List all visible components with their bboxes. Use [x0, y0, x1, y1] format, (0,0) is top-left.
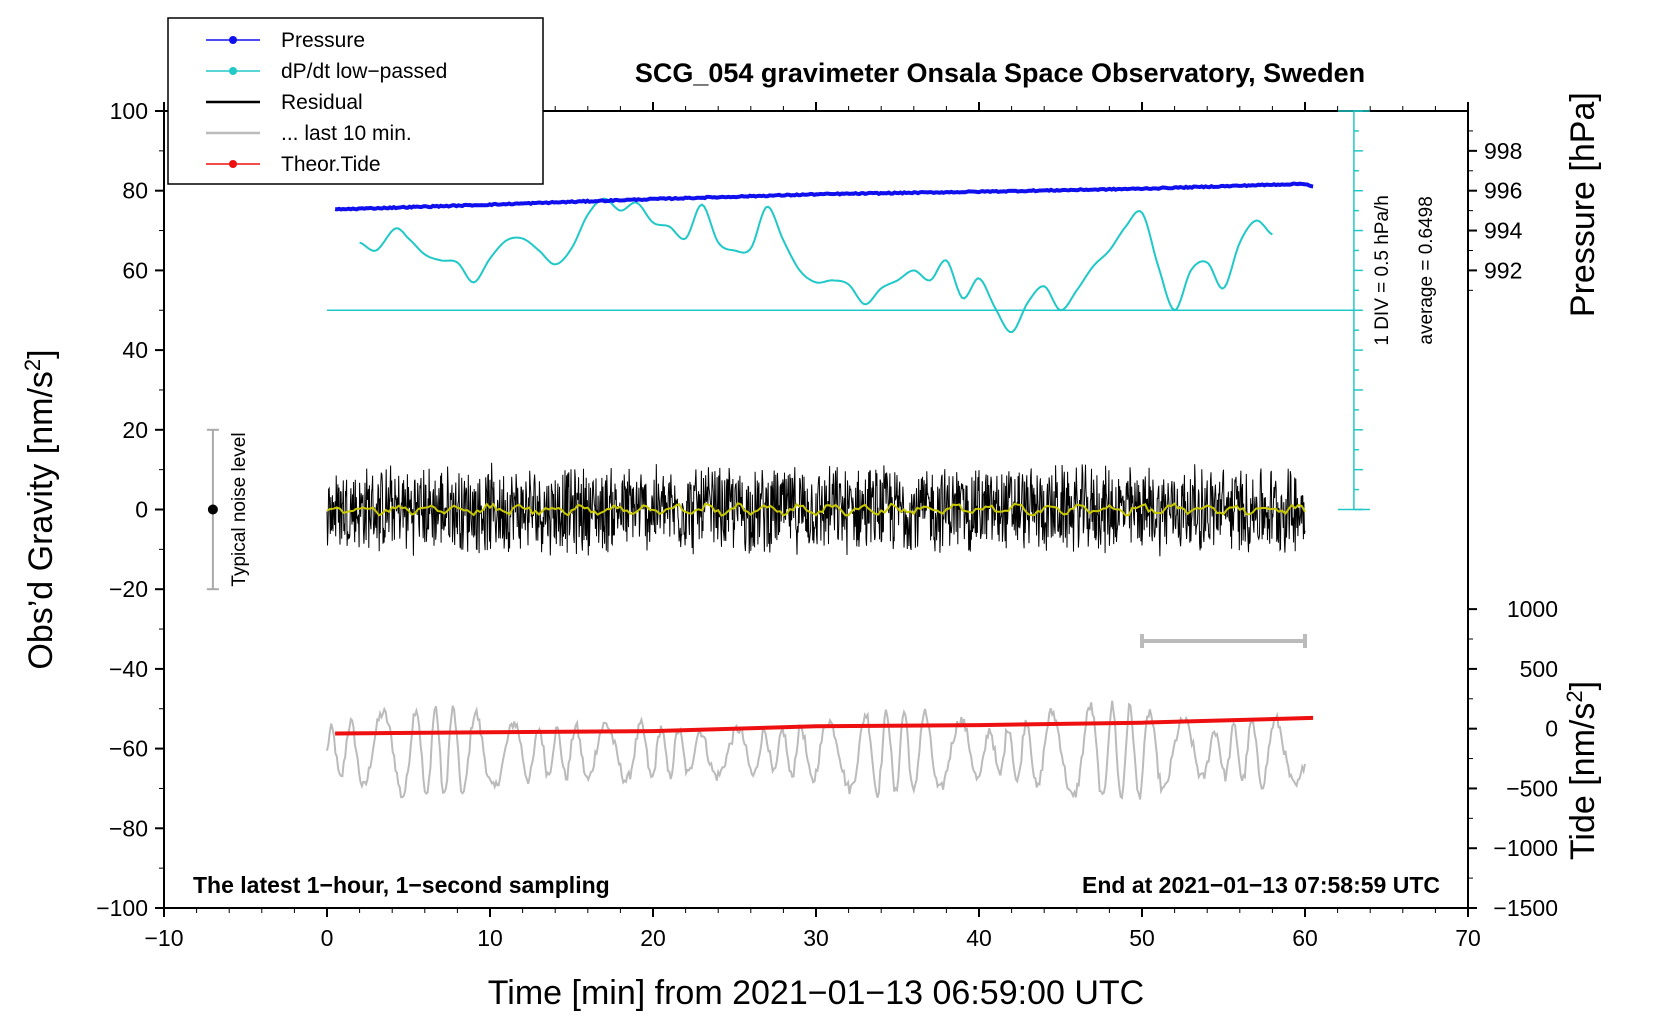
annotation-layer — [206, 110, 1370, 649]
pressure-line — [334, 181, 1314, 212]
legend-label: Pressure — [281, 29, 365, 52]
x-axis-title: Time [min] from 2021−01−13 06:59:00 UTC — [488, 974, 1144, 1012]
y-axis-title-text: Obs’d Gravity [nm/s — [22, 371, 60, 670]
x-tick-label: 70 — [1455, 925, 1481, 951]
sampling-note: The latest 1−hour, 1−second sampling — [193, 872, 610, 898]
residual-smoothed-line — [326, 501, 1306, 517]
series-layer — [326, 181, 1354, 800]
x-tick-label: 20 — [640, 925, 666, 951]
x-tick-label: 50 — [1129, 925, 1155, 951]
last-10-min-line — [326, 700, 1306, 800]
y-tick-label: 100 — [110, 98, 148, 124]
y-tick-label: −60 — [109, 736, 148, 762]
tide-tick-label: −1500 — [1493, 895, 1558, 921]
tide-tick-label: 0 — [1545, 716, 1558, 742]
y-tick-label: 0 — [135, 497, 148, 523]
x-tick-label: 60 — [1292, 925, 1318, 951]
legend-label: dP/dt low−passed — [281, 60, 447, 83]
dpdt-average-label: average = 0.6498 — [1416, 196, 1437, 344]
legend-label: ... last 10 min. — [281, 122, 412, 145]
pressure-tick-label: 994 — [1484, 218, 1523, 244]
dpdt-scale-label: 1 DIV = 0.5 hPa/h — [1372, 195, 1393, 346]
legend-label: Theor.Tide — [281, 153, 381, 176]
legend-marker — [229, 36, 237, 44]
pressure-tick-label: 996 — [1484, 178, 1522, 204]
pressure-tick-label: 992 — [1484, 257, 1522, 283]
tide-tick-label: −500 — [1506, 775, 1558, 801]
tide-tick-label: 500 — [1520, 656, 1558, 682]
residual-line — [326, 462, 1306, 557]
y-tick-label: 60 — [122, 257, 148, 283]
y-axis-title-tail: ] — [22, 349, 60, 358]
x-tick-label: 40 — [966, 925, 992, 951]
x-tick-label: −10 — [144, 925, 183, 951]
end-time-note: End at 2021−01−13 07:58:59 UTC — [1082, 872, 1440, 898]
y-axis-title-left: Obs’d Gravity [nm/s2] — [20, 349, 61, 669]
x-tick-label: 30 — [803, 925, 829, 951]
tide-title-text: Tide [nm/s — [1564, 703, 1602, 860]
y-tick-label: 20 — [122, 417, 148, 443]
legend-label: Residual — [281, 91, 363, 114]
chart-title: SCG_054 gravimeter Onsala Space Observat… — [635, 58, 1365, 88]
x-tick-label: 10 — [477, 925, 503, 951]
y-axis-title-exp: 2 — [20, 359, 45, 371]
y-tick-label: −20 — [109, 576, 148, 602]
y-tick-label: 80 — [122, 178, 148, 204]
tide-title-tail: ] — [1564, 681, 1602, 690]
legend-marker — [229, 160, 237, 168]
y-tick-label: 40 — [122, 337, 148, 363]
pressure-tick-label: 998 — [1484, 138, 1522, 164]
y-axis-title-pressure: Pressure [hPa] — [1564, 92, 1602, 317]
legend-marker — [229, 67, 237, 75]
tide-tick-label: −1000 — [1493, 835, 1558, 861]
tide-title-exp: 2 — [1562, 690, 1587, 702]
y-tick-label: −40 — [109, 656, 148, 682]
tide-tick-label: 1000 — [1507, 596, 1558, 622]
axes-layer: −10 0 10 20 30 40 50 60 70100806040200−20−40−60−… — [96, 98, 1558, 951]
y-axis-title-tide: Tide [nm/s2] — [1562, 681, 1603, 860]
theor-tide-line — [335, 715, 1314, 736]
dpdt-line — [359, 197, 1273, 333]
noise-level-label: Typical noise level — [229, 432, 250, 586]
y-tick-label: −100 — [96, 895, 148, 921]
x-tick-label: 0 — [321, 925, 334, 951]
legend: Pressure dP/dt low−passed Residual ... last… — [167, 17, 544, 185]
noise-level-dot — [207, 504, 218, 515]
y-tick-label: −80 — [109, 815, 148, 841]
